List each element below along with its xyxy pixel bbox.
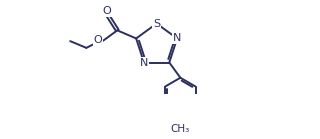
Text: S: S bbox=[153, 18, 160, 28]
Text: N: N bbox=[140, 58, 148, 68]
Text: O: O bbox=[103, 6, 112, 16]
Text: N: N bbox=[173, 33, 181, 43]
Text: CH₃: CH₃ bbox=[171, 124, 190, 134]
Text: O: O bbox=[93, 35, 102, 45]
